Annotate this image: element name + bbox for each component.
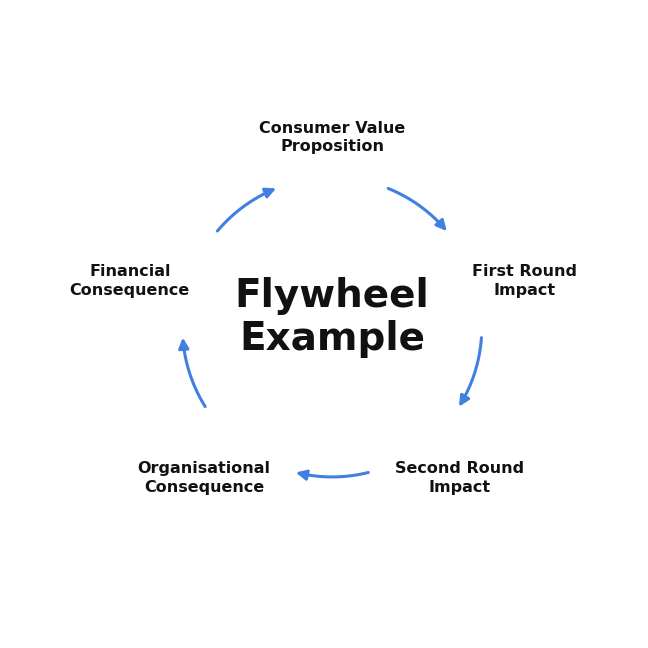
Text: Second Round
Impact: Second Round Impact	[395, 461, 525, 495]
Text: Financial
Consequence: Financial Consequence	[70, 264, 190, 298]
Text: Organisational
Consequence: Organisational Consequence	[137, 461, 271, 495]
Text: Flywheel
Example: Flywheel Example	[235, 277, 430, 358]
Text: First Round
Impact: First Round Impact	[472, 264, 577, 298]
Text: Consumer Value
Proposition: Consumer Value Proposition	[259, 121, 405, 154]
